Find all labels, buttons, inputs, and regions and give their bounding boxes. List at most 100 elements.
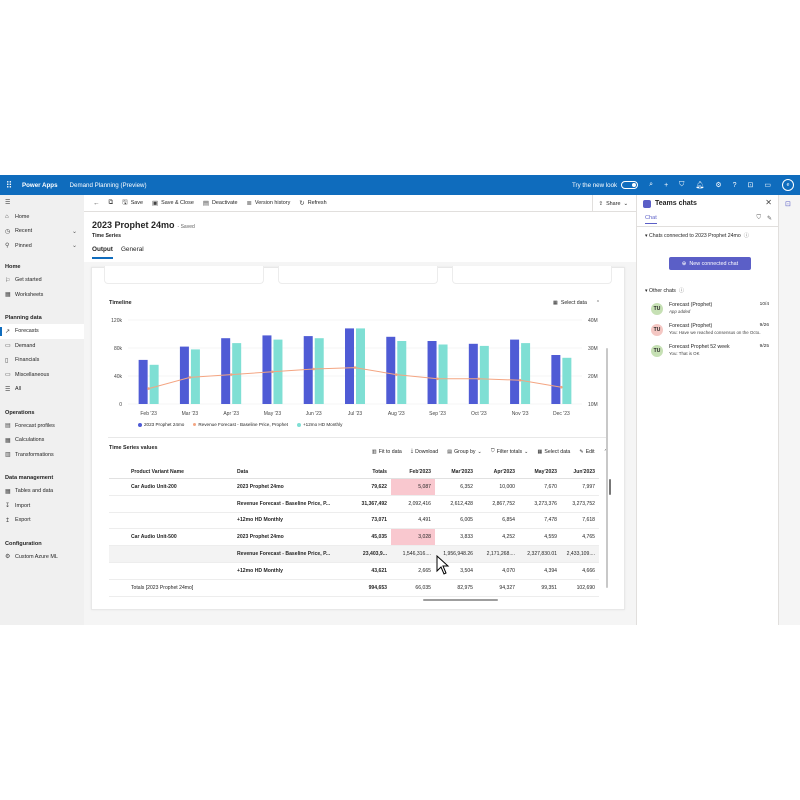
value-cell[interactable]: 1,956,948.26 — [443, 551, 473, 558]
deactivate-button[interactable]: ▤ Deactivate — [203, 199, 238, 207]
value-cell[interactable]: 4,491 — [418, 517, 431, 524]
chevron-down-icon[interactable]: ⌄ — [71, 228, 77, 235]
refresh-button[interactable]: ↻ Refresh — [299, 199, 326, 207]
revenue-point[interactable] — [353, 366, 357, 369]
column-header[interactable]: Mar'2023 — [451, 468, 473, 475]
group-by-button[interactable]: ▤ Group by ⌄ — [447, 449, 482, 455]
new-look-toggle[interactable] — [621, 181, 639, 189]
fit-to-data-button[interactable]: ▥ Fit to data — [372, 449, 402, 455]
value-cell[interactable]: 4,765 — [582, 534, 595, 541]
sidebar-item-financials[interactable]: ▯ Financials — [0, 353, 84, 368]
sidebar-item-export[interactable]: ↥ Export — [0, 513, 84, 528]
value-cell[interactable]: 4,252 — [502, 534, 515, 541]
bar-hd-monthly[interactable] — [149, 364, 159, 404]
close-icon[interactable]: ✕ — [765, 198, 772, 207]
revenue-point[interactable] — [188, 376, 192, 379]
chevron-up-icon[interactable]: ⌃ — [595, 300, 601, 306]
assistant-icon[interactable]: ⊡ — [747, 182, 754, 189]
value-cell[interactable]: 2,665 — [418, 567, 431, 574]
bar-hd-monthly[interactable] — [356, 328, 365, 404]
chat-icon[interactable]: ▭ — [764, 182, 771, 189]
grid-vertical-scrollbar[interactable] — [609, 479, 611, 495]
value-cell[interactable]: 6,352 — [460, 483, 473, 490]
value-cell[interactable]: 10,000 — [499, 483, 515, 490]
legend-item-revenue[interactable]: Revenue Forecast - Baseline Price, Proph… — [193, 422, 288, 427]
info-icon[interactable]: ⓘ — [743, 233, 749, 239]
bar-prophet[interactable] — [303, 336, 313, 404]
user-avatar[interactable]: e — [782, 179, 794, 191]
app-launcher-icon[interactable]: ⠿ — [5, 179, 13, 190]
app-name[interactable]: Demand Planning (Preview) — [69, 181, 147, 189]
bar-prophet[interactable] — [221, 338, 231, 404]
new-connected-chat-button[interactable]: ⊕ New connected chat — [669, 257, 751, 270]
value-cell[interactable]: 6,005 — [460, 517, 473, 524]
open-in-new-window-button[interactable]: ⧉ — [109, 199, 114, 207]
timeline-select-data-button[interactable]: ▦ Select data ⌃ — [553, 300, 600, 306]
column-header[interactable]: May'2023 — [534, 468, 557, 475]
sidebar-item-forecast-profiles[interactable]: ▤ Forecast profiles — [0, 419, 84, 434]
teams-chat-rail-icon[interactable]: ⊡ — [785, 201, 791, 208]
value-cell[interactable]: 7,670 — [544, 483, 557, 490]
nav-item-home[interactable]: ⌂ Home — [0, 210, 84, 225]
brand-name[interactable]: Power Apps — [22, 181, 58, 189]
bar-hd-monthly[interactable] — [521, 343, 531, 404]
bar-prophet[interactable] — [510, 339, 520, 404]
bar-prophet[interactable] — [138, 359, 148, 404]
value-cell[interactable]: 7,618 — [582, 517, 595, 524]
sidebar-item-custom-azure-ml[interactable]: ⚙ Custom Azure ML — [0, 550, 84, 565]
value-cell[interactable]: 2,327,830.01 — [527, 551, 557, 558]
vertical-scrollbar[interactable] — [606, 348, 608, 588]
column-header[interactable]: Apr'2023 — [493, 468, 515, 475]
value-cell[interactable]: 1,546,316.... — [402, 551, 431, 558]
sidebar-item-tables-and-data[interactable]: ▦ Tables and data — [0, 484, 84, 499]
chat-list-item[interactable]: TU Forecast Prophet 52 week You: That is O… — [651, 343, 775, 361]
column-header[interactable]: Product Variant Name — [131, 468, 184, 475]
horizontal-scrollbar[interactable] — [423, 599, 498, 601]
value-cell[interactable]: 2,433,109.... — [566, 551, 595, 558]
value-cell[interactable]: 3,028 — [391, 529, 435, 546]
filter-icon[interactable]: ⛉ — [756, 215, 761, 221]
legend-item-prophet[interactable]: 2023 Prophet 24mo — [138, 422, 184, 427]
tab-chat[interactable]: Chat — [645, 215, 657, 224]
revenue-point[interactable] — [518, 378, 522, 382]
table-row[interactable]: Car Audio Unit-200 2023 Prophet 24mo 79,62… — [109, 479, 599, 496]
chevron-down-icon[interactable]: ⌄ — [71, 243, 77, 250]
chevron-up-icon[interactable]: ⌃ — [604, 449, 608, 455]
bar-hd-monthly[interactable] — [232, 343, 242, 404]
save-close-button[interactable]: ▣ Save & Close — [152, 199, 194, 207]
revenue-point[interactable] — [229, 373, 233, 376]
sidebar-item-import[interactable]: ↧ Import — [0, 499, 84, 514]
value-cell[interactable]: 4,070 — [502, 567, 515, 574]
bar-prophet[interactable] — [262, 335, 272, 404]
value-cell[interactable]: 2,171,268.... — [486, 551, 515, 558]
value-cell[interactable]: 4,666 — [582, 567, 595, 574]
download-button[interactable]: ⤓ Download — [411, 448, 438, 455]
value-cell[interactable]: 6,854 — [502, 517, 515, 524]
sidebar-item-forecasts[interactable]: ↗ Forecasts — [0, 324, 84, 339]
value-cell[interactable]: 2,867,752 — [492, 500, 515, 507]
column-header[interactable]: Data — [237, 468, 249, 475]
filter-icon[interactable]: ⛉ — [679, 181, 685, 188]
bar-prophet[interactable] — [179, 346, 189, 404]
help-icon[interactable]: ? — [732, 181, 737, 189]
table-row[interactable]: +12mo HD Monthly 43,621 2,665 3,504 4,070 4,3… — [109, 563, 599, 580]
revenue-point[interactable] — [477, 377, 481, 381]
bar-hd-monthly[interactable] — [438, 344, 448, 405]
value-cell[interactable]: 3,504 — [460, 567, 473, 574]
table-row[interactable]: Revenue Forecast - Baseline Price, P... 2… — [109, 546, 599, 563]
select-data-button[interactable]: ▦ Select data — [537, 449, 570, 455]
bar-hd-monthly[interactable] — [562, 357, 572, 404]
column-header[interactable]: Totals — [372, 468, 387, 475]
bar-prophet[interactable] — [551, 355, 561, 404]
value-cell[interactable]: 2,092,416 — [408, 500, 431, 507]
bar-prophet[interactable] — [427, 341, 437, 404]
value-cell[interactable]: 3,273,752 — [572, 500, 595, 507]
share-button[interactable]: ⇪ Share ⌄ — [591, 195, 628, 212]
bar-hd-monthly[interactable] — [397, 341, 407, 404]
version-history-button[interactable]: ≣ Version history — [246, 199, 290, 207]
sidebar-item-transformations[interactable]: ▥ Transformations — [0, 448, 84, 463]
bar-prophet[interactable] — [386, 336, 396, 404]
value-cell[interactable]: 7,997 — [582, 483, 595, 490]
value-cell[interactable]: 3,833 — [460, 534, 473, 541]
bar-hd-monthly[interactable] — [479, 345, 489, 404]
